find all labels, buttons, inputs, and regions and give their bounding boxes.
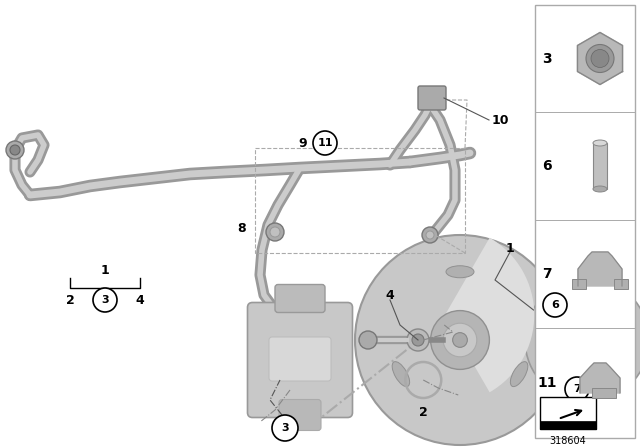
FancyBboxPatch shape: [269, 337, 331, 381]
Circle shape: [591, 49, 609, 68]
FancyBboxPatch shape: [275, 284, 325, 313]
Circle shape: [313, 131, 337, 155]
Polygon shape: [580, 363, 620, 393]
Text: 4: 4: [136, 293, 145, 306]
Text: 2: 2: [419, 405, 428, 418]
Circle shape: [618, 300, 627, 310]
Text: 11: 11: [317, 138, 333, 148]
Text: 7: 7: [542, 267, 552, 281]
Text: 318604: 318604: [550, 436, 586, 446]
Wedge shape: [445, 238, 534, 392]
Circle shape: [412, 334, 424, 346]
Circle shape: [10, 145, 20, 155]
Bar: [614, 279, 628, 289]
Bar: [540, 397, 596, 429]
Bar: [572, 279, 586, 289]
Circle shape: [407, 329, 429, 351]
Circle shape: [422, 227, 438, 243]
Text: 3: 3: [281, 423, 289, 433]
Circle shape: [565, 377, 589, 401]
Circle shape: [272, 415, 298, 441]
Circle shape: [93, 288, 117, 312]
Circle shape: [426, 231, 434, 239]
Text: 1: 1: [506, 241, 515, 254]
Circle shape: [586, 44, 614, 73]
Circle shape: [6, 141, 24, 159]
Circle shape: [359, 331, 377, 349]
Circle shape: [270, 227, 280, 237]
Ellipse shape: [446, 266, 474, 278]
Text: 9: 9: [299, 137, 307, 150]
Polygon shape: [578, 252, 622, 286]
Polygon shape: [577, 33, 623, 85]
Bar: [592, 388, 616, 398]
Ellipse shape: [392, 362, 410, 387]
Ellipse shape: [593, 186, 607, 192]
Text: 6: 6: [551, 300, 559, 310]
FancyBboxPatch shape: [418, 86, 446, 110]
Text: 8: 8: [237, 221, 246, 234]
Text: 2: 2: [66, 293, 74, 306]
Wedge shape: [525, 278, 640, 402]
Circle shape: [431, 310, 490, 370]
Ellipse shape: [510, 362, 528, 387]
Bar: [540, 421, 596, 429]
Text: 10: 10: [492, 113, 509, 126]
Bar: [593, 143, 607, 189]
FancyBboxPatch shape: [248, 302, 353, 418]
Text: 4: 4: [386, 289, 394, 302]
Circle shape: [355, 235, 565, 445]
Circle shape: [547, 370, 557, 380]
Ellipse shape: [593, 140, 607, 146]
Text: 3: 3: [101, 295, 109, 305]
Circle shape: [543, 293, 567, 317]
Text: 7: 7: [573, 384, 581, 394]
Circle shape: [443, 323, 477, 357]
Circle shape: [266, 223, 284, 241]
Text: 6: 6: [542, 159, 552, 173]
Circle shape: [618, 370, 627, 380]
FancyBboxPatch shape: [279, 400, 321, 431]
Circle shape: [553, 318, 567, 332]
Text: 1: 1: [100, 263, 109, 276]
Bar: [535, 5, 635, 438]
Circle shape: [547, 300, 557, 310]
Text: 3: 3: [542, 52, 552, 65]
Text: 5: 5: [582, 259, 591, 272]
Circle shape: [452, 333, 467, 347]
Text: 11: 11: [537, 376, 557, 390]
